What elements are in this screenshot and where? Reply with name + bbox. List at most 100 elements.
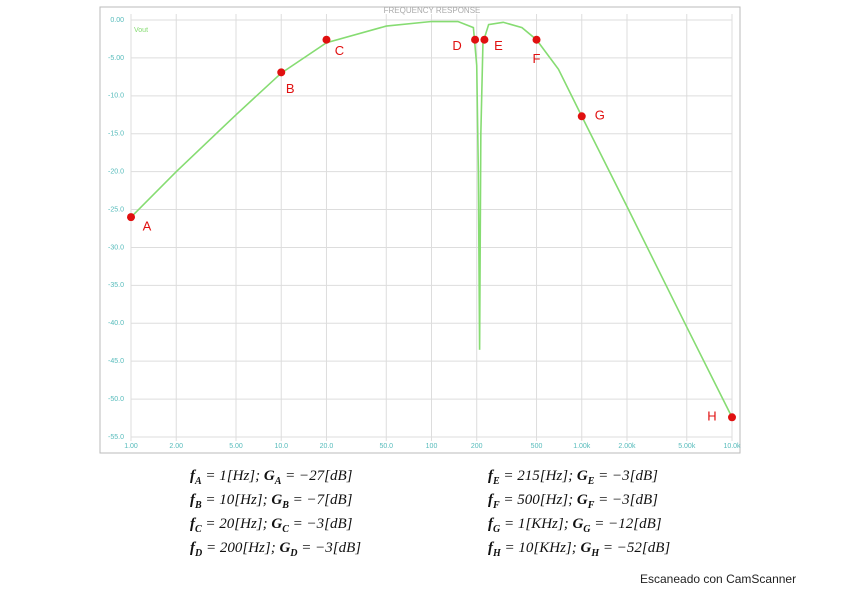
equation-text: = −27[dB] — [281, 468, 353, 484]
point-marker — [532, 35, 541, 44]
equation-text: G — [271, 492, 283, 508]
y-tick-label: -30.0 — [108, 244, 124, 251]
subscript: E — [587, 476, 595, 487]
subscript: C — [282, 524, 289, 535]
equation: fB = 10[Hz]; GB = −7[dB] — [190, 492, 353, 511]
equation-text: G — [263, 468, 275, 484]
subscript: G — [493, 524, 501, 535]
y-tick-label: -10.0 — [108, 93, 124, 100]
equation-text: = 1[KHz]; — [500, 516, 573, 532]
subscript: H — [591, 548, 600, 559]
subscript: E — [493, 476, 500, 487]
x-tick-label: 100 — [426, 443, 438, 450]
footer: Escaneado con CamScanner — [640, 572, 797, 586]
subscript: D — [290, 548, 298, 559]
x-tick-label: 5.00 — [229, 443, 243, 450]
y-tick-label: 0.00 — [110, 17, 124, 24]
y-tick-label: -40.0 — [108, 320, 124, 327]
x-tick-label: 500 — [531, 443, 543, 450]
subscript: G — [583, 524, 591, 535]
x-tick-label: 10.0 — [274, 443, 288, 450]
equation: fC = 20[Hz]; GC = −3[dB] — [190, 516, 353, 535]
equation-text: G — [576, 492, 588, 508]
equation: fH = 10[KHz]; GH = −52[dB] — [488, 540, 670, 559]
point-marker — [127, 213, 135, 222]
x-tick-label: 1.00k — [573, 443, 591, 450]
point-marker — [322, 35, 331, 44]
subscript: F — [493, 500, 500, 511]
equation-text: = 200[Hz]; — [202, 540, 280, 556]
equation-text: f — [190, 492, 195, 508]
subscript: A — [274, 476, 282, 487]
equation-text: = 10[KHz]; — [500, 540, 581, 556]
point-label: D — [452, 38, 461, 53]
equation-text: f — [190, 468, 195, 484]
subscript: B — [195, 500, 202, 511]
x-tick-label: 2.00 — [169, 443, 183, 450]
chart-title: FREQUENCY RESPONSE — [384, 6, 481, 15]
equation-text: G — [279, 540, 291, 556]
equation-text: f — [190, 516, 195, 532]
x-tick-label: 5.00k — [678, 443, 696, 450]
equation-text: = −12[dB] — [590, 516, 662, 532]
point-marker — [577, 112, 586, 121]
equation: fD = 200[Hz]; GD = −3[dB] — [190, 540, 361, 559]
y-tick-label: -50.0 — [108, 396, 124, 403]
equation-text: = −3[dB] — [594, 492, 658, 508]
equation-text: = −52[dB] — [599, 540, 671, 556]
equation-text: = 215[Hz]; — [499, 468, 577, 484]
equation: fF = 500[Hz]; GF = −3[dB] — [488, 492, 658, 511]
point-label: G — [595, 108, 605, 123]
y-tick-label: -20.0 — [108, 168, 124, 175]
point-marker — [471, 35, 480, 44]
x-tick-label: 50.0 — [379, 443, 393, 450]
equation-text: f — [488, 468, 493, 484]
y-tick-label: -5.00 — [108, 55, 124, 62]
point-label: H — [707, 409, 716, 424]
equation-text: = 1[Hz]; — [201, 468, 264, 484]
line-series — [130, 20, 733, 418]
y-tick-label: -15.0 — [108, 131, 124, 138]
plot-frame — [99, 6, 741, 454]
subscript: D — [195, 548, 203, 559]
equation-text: = 20[Hz]; — [201, 516, 272, 532]
subscript: B — [282, 500, 289, 511]
point-marker — [277, 68, 286, 77]
subscript: H — [493, 548, 501, 559]
point-label: F — [533, 51, 541, 66]
equation-text: G — [271, 516, 283, 532]
equation-text: f — [488, 492, 493, 508]
equation-text: G — [576, 468, 588, 484]
subscript: F — [587, 500, 595, 511]
equation-text: = 500[Hz]; — [499, 492, 577, 508]
x-tick-label: 20.0 — [320, 443, 334, 450]
point-marker — [728, 413, 736, 422]
point-label: B — [286, 81, 295, 96]
y-tick-label: -55.0 — [108, 434, 124, 441]
x-tick-label: 2.00k — [618, 443, 636, 450]
subscript: A — [195, 476, 202, 487]
equation-text: G — [572, 516, 584, 532]
y-tick-label: -45.0 — [108, 358, 124, 365]
y-tick-label: -25.0 — [108, 206, 124, 213]
equation-text: f — [488, 540, 493, 556]
legend-label: Vout — [134, 27, 148, 34]
x-tick-label: 10.0k — [723, 443, 741, 450]
x-tick-label: 1.00 — [124, 443, 138, 450]
point-label: A — [143, 219, 152, 234]
point-marker — [480, 35, 489, 44]
equation-text: G — [580, 540, 592, 556]
equation: fG = 1[KHz]; GG = −12[dB] — [488, 516, 662, 535]
subscript: C — [195, 524, 202, 535]
equation-text: = −3[dB] — [297, 540, 362, 556]
equation-text: f — [488, 516, 493, 532]
equation-text: = 10[Hz]; — [201, 492, 272, 508]
equation-text: f — [190, 540, 195, 556]
point-label: E — [494, 38, 503, 53]
point-label: C — [335, 43, 344, 58]
chart: FREQUENCY RESPONSE 0.00 -5.00 -10.0 -15.0 -2… — [99, 6, 741, 454]
equation-text: = −3[dB] — [288, 516, 353, 532]
y-tick-label: -35.0 — [108, 282, 124, 289]
equation: fE = 215[Hz]; GE = −3[dB] — [488, 468, 658, 487]
